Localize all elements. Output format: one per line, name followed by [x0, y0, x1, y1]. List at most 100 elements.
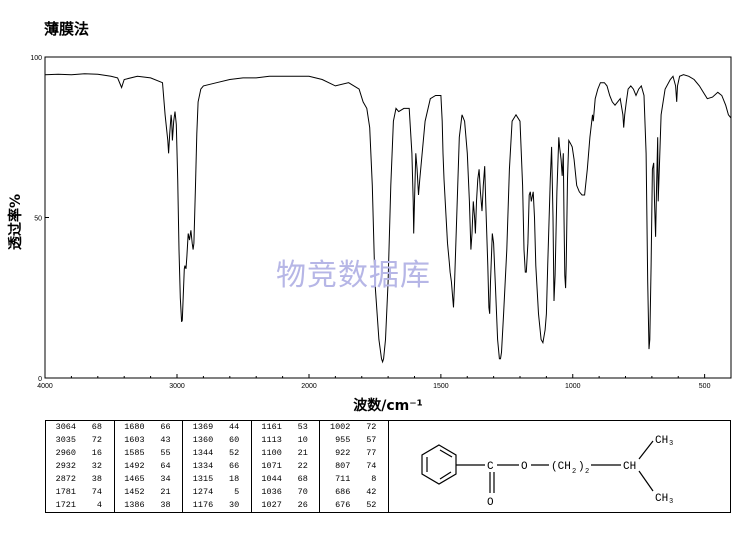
peak-wavenumber: 1492	[124, 461, 145, 471]
peak-row: 1161 53	[252, 421, 320, 434]
bond	[638, 440, 654, 460]
peak-transmittance: 66	[228, 461, 240, 471]
peak-column: 3064 68 3035 72 2960 16 2932 32 2872 38 1781 74 1721…	[46, 421, 115, 512]
benzene-inner-bond	[439, 471, 452, 480]
peak-wavenumber: 1585	[124, 448, 145, 458]
peak-row: 686 42	[320, 486, 388, 499]
peak-transmittance: 10	[297, 435, 308, 445]
peak-row: 955 57	[320, 434, 388, 447]
x-axis-title: 波数/cm⁻¹	[353, 397, 423, 414]
peak-transmittance: 32	[91, 461, 102, 471]
bond	[638, 470, 654, 492]
peak-row: 1176 30	[183, 499, 251, 512]
peak-row: 1369 44	[183, 421, 251, 434]
structure-drawing: C O O (CH 2 ) 2 CH CH 3 CH 3	[421, 435, 673, 509]
peak-row: 1274 5	[183, 486, 251, 499]
peak-wavenumber: 1360	[192, 435, 214, 445]
ir-spectrum-chart: 4000 3000 2000 1500 1000 500 0 50 100 波数/cm⁻¹ 透…	[7, 55, 732, 414]
peak-row: 807 74	[320, 460, 388, 473]
peak-wavenumber: 955	[335, 435, 351, 445]
peak-row: 1781 74	[46, 486, 114, 499]
peak-transmittance: 52	[228, 448, 240, 458]
peak-wavenumber: 1044	[261, 474, 282, 484]
peak-row: 2960 16	[46, 447, 114, 460]
peak-wavenumber: 1334	[192, 461, 214, 471]
peak-table: 3064 68 3035 72 2960 16 2932 32 2872 38 1781 74 1721…	[45, 420, 731, 513]
peak-transmittance: 60	[228, 435, 240, 445]
peak-row: 3035 72	[46, 434, 114, 447]
peak-wavenumber: 1603	[124, 435, 145, 445]
peak-row: 1465 34	[115, 473, 183, 486]
peak-wavenumber: 711	[335, 474, 351, 484]
peak-transmittance: 64	[160, 461, 171, 471]
chain-subscript: 2	[572, 468, 576, 476]
peak-column: 1002 72 955 57 922 77 807 74 711 8 686 42 676 52	[320, 421, 389, 512]
peak-transmittance: 5	[234, 487, 240, 497]
peak-transmittance: 22	[297, 461, 308, 471]
peak-wavenumber: 2932	[55, 461, 76, 471]
peak-wavenumber: 1465	[124, 474, 145, 484]
peak-wavenumber: 1176	[192, 500, 214, 510]
benzene-inner-bond	[439, 449, 453, 458]
peak-transmittance: 72	[366, 422, 377, 432]
peak-transmittance: 18	[228, 474, 240, 484]
branch-ch: CH	[623, 461, 636, 473]
peak-wavenumber: 1071	[261, 461, 282, 471]
peak-row: 1344 52	[183, 447, 251, 460]
peak-wavenumber: 2960	[55, 448, 76, 458]
peak-row: 1036 70	[252, 486, 320, 499]
peak-wavenumber: 1036	[261, 487, 282, 497]
peak-wavenumber: 1100	[261, 448, 282, 458]
spectrum-line	[44, 73, 732, 364]
peak-wavenumber: 1781	[55, 487, 76, 497]
peak-transmittance: 38	[160, 500, 171, 510]
peak-transmittance: 68	[297, 474, 308, 484]
ester-oxygen: O	[521, 461, 528, 473]
carbonyl-oxygen: O	[487, 497, 494, 509]
peak-wavenumber: 676	[335, 500, 351, 510]
peak-row: 1680 66	[115, 421, 183, 434]
chain-close: )	[578, 461, 585, 473]
peak-transmittance: 55	[160, 448, 171, 458]
peak-wavenumber: 1680	[124, 422, 145, 432]
peak-row: 1334 66	[183, 460, 251, 473]
x-tick-label: 1000	[565, 383, 581, 390]
peak-row: 2872 38	[46, 473, 114, 486]
y-tick-label: 0	[38, 376, 42, 383]
benzene-ring	[421, 444, 457, 485]
peak-transmittance: 8	[371, 474, 377, 484]
peak-transmittance: 66	[160, 422, 171, 432]
chain-group: (CH	[551, 461, 571, 473]
peak-wavenumber: 1386	[124, 500, 145, 510]
peak-transmittance: 70	[297, 487, 308, 497]
x-tick-label: 500	[699, 383, 711, 390]
page-title: 薄膜法	[44, 20, 90, 38]
y-tick-label: 50	[34, 216, 42, 223]
chemical-structure: C O O (CH 2 ) 2 CH CH 3 CH 3	[389, 421, 730, 512]
x-tick-label: 3000	[169, 383, 185, 390]
peak-transmittance: 4	[96, 500, 102, 510]
peak-transmittance: 26	[297, 500, 308, 510]
x-axis-ticks: 4000 3000 2000 1500 1000 500	[37, 374, 711, 390]
peak-column: 1680 66 1603 43 1585 55 1492 64 1465 34 1452 21 1386…	[115, 421, 184, 512]
peak-wavenumber: 686	[335, 487, 351, 497]
peak-transmittance: 44	[228, 422, 240, 432]
peak-transmittance: 16	[91, 448, 102, 458]
peak-wavenumber: 1721	[55, 500, 76, 510]
peak-row: 1386 38	[115, 499, 183, 512]
peak-transmittance: 72	[91, 435, 102, 445]
peak-row: 1044 68	[252, 473, 320, 486]
peak-wavenumber: 3064	[55, 422, 76, 432]
y-tick-label: 100	[30, 55, 42, 62]
peak-row: 1100 21	[252, 447, 320, 460]
peak-row: 1113 10	[252, 434, 320, 447]
peak-wavenumber: 1315	[192, 474, 214, 484]
peak-transmittance: 21	[297, 448, 308, 458]
peak-wavenumber: 1344	[192, 448, 214, 458]
chain-repeat-subscript: 2	[585, 468, 589, 476]
peak-column: 1369 44 1360 60 1344 52 1334 66 1315 18 1274 5 1176 3…	[183, 421, 252, 512]
peak-row: 3064 68	[46, 421, 114, 434]
peak-wavenumber: 2872	[55, 474, 76, 484]
peak-wavenumber: 3035	[55, 435, 76, 445]
peak-transmittance: 34	[160, 474, 171, 484]
